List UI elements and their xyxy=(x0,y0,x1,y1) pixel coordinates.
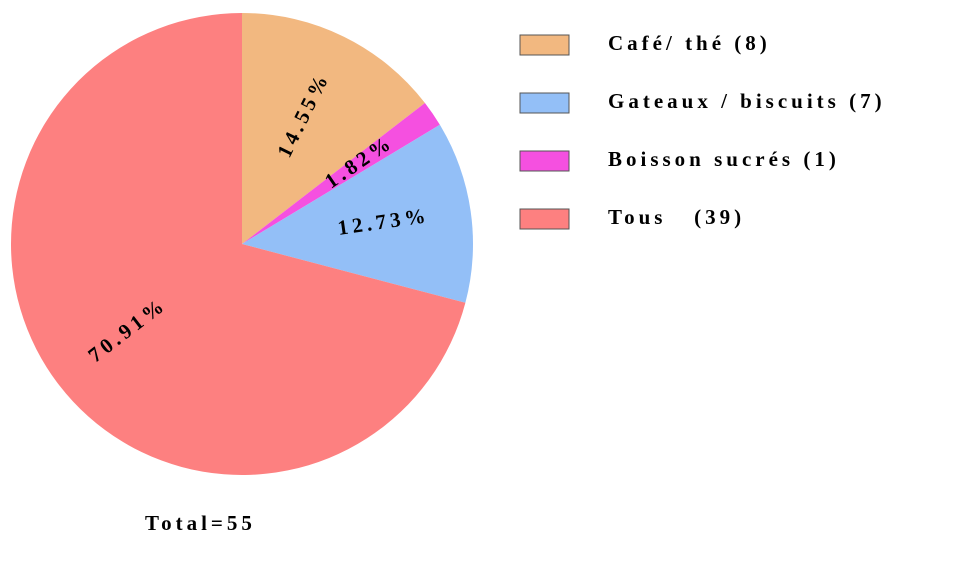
legend-label: Boisson sucrés (1) xyxy=(608,147,840,171)
pie-slice xyxy=(242,124,473,303)
legend-swatch xyxy=(519,92,570,114)
legend-swatch xyxy=(519,34,570,56)
legend-label: Café/ thé (8) xyxy=(608,31,771,55)
legend-label: Gateaux / biscuits (7) xyxy=(608,89,886,113)
pie-slice xyxy=(242,13,425,244)
pie-slice xyxy=(10,13,466,475)
legend-swatch xyxy=(519,208,570,230)
total-note: Total=55 xyxy=(145,511,256,535)
legend-swatch xyxy=(519,150,570,172)
pie-slice xyxy=(242,102,440,245)
legend-label: Tous (39) xyxy=(608,205,745,229)
